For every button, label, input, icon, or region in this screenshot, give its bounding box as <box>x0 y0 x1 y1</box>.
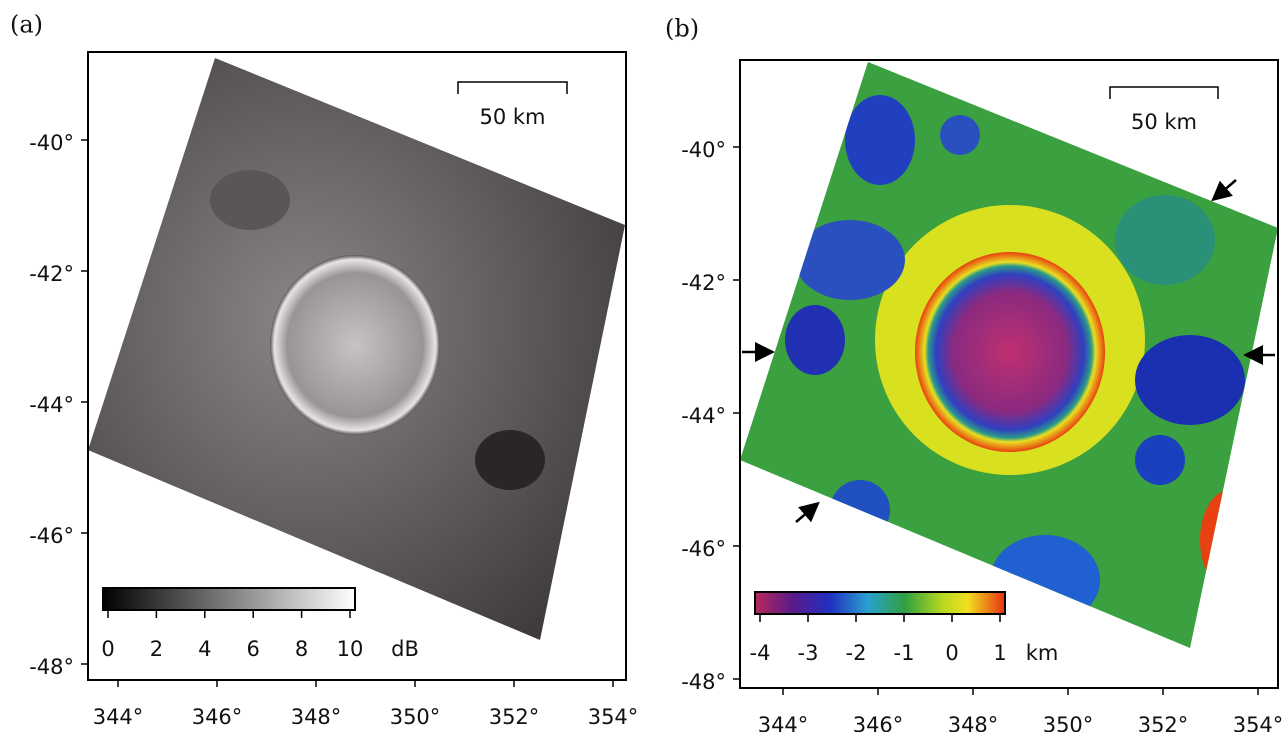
colorbar-tick-label: -1 <box>894 641 915 665</box>
y-tick-label: -44° <box>29 393 74 417</box>
colorbar-unit: km <box>1026 641 1059 665</box>
y-tick-label: -48° <box>681 670 726 694</box>
x-tick-label: 352° <box>489 705 540 729</box>
y-tick-label: -40° <box>29 131 74 155</box>
scale-bar-label: 50 km <box>1131 110 1197 134</box>
colorbar-tick-label: 6 <box>247 637 260 661</box>
colorbar <box>755 592 1005 614</box>
scale-bar <box>1110 87 1218 99</box>
y-tick-label: -46° <box>29 524 74 548</box>
x-tick-label: 350° <box>390 705 441 729</box>
x-tick-label: 348° <box>291 705 342 729</box>
scale-bar-label: 50 km <box>479 105 545 129</box>
panel-label: (b) <box>665 15 699 43</box>
colorbar-tick-label: 0 <box>945 641 958 665</box>
panel-b-image <box>730 55 1288 655</box>
colorbar-unit: dB <box>391 637 419 661</box>
colorbar-tick-label: 1 <box>993 641 1006 665</box>
x-tick-label: 344° <box>93 705 144 729</box>
y-tick-label: -48° <box>29 655 74 679</box>
colorbar-tick-label: -3 <box>798 641 819 665</box>
colorbar-tick-label: -2 <box>846 641 867 665</box>
x-tick-label: 354° <box>1233 713 1284 732</box>
x-tick-label: 348° <box>948 713 999 732</box>
colorbar-tick-label: 4 <box>198 637 211 661</box>
y-tick-label: -40° <box>681 138 726 162</box>
x-tick-label: 346° <box>192 705 243 729</box>
figure: (a) -40° -42° -44° -46° -48° 344° 346° 348° 350° 3… <box>0 0 1288 732</box>
x-tick-label: 350° <box>1043 713 1094 732</box>
scale-bar <box>458 82 567 94</box>
x-tick-label: 344° <box>758 713 809 732</box>
y-tick-label: -42° <box>681 271 726 295</box>
panel-label: (a) <box>10 11 43 39</box>
colorbar <box>103 588 355 610</box>
colorbar-tick-label: 10 <box>337 637 364 661</box>
colorbar-tick-label: -4 <box>750 641 771 665</box>
x-tick-label: 354° <box>588 705 639 729</box>
y-tick-label: -46° <box>681 537 726 561</box>
x-tick-label: 352° <box>1138 713 1189 732</box>
colorbar-tick-label: 0 <box>101 637 114 661</box>
colorbar-tick-label: 8 <box>295 637 308 661</box>
panel-a-image <box>80 50 640 650</box>
y-tick-label: -42° <box>29 262 74 286</box>
colorbar-tick-label: 2 <box>150 637 163 661</box>
x-tick-label: 346° <box>853 713 904 732</box>
y-tick-label: -44° <box>681 404 726 428</box>
